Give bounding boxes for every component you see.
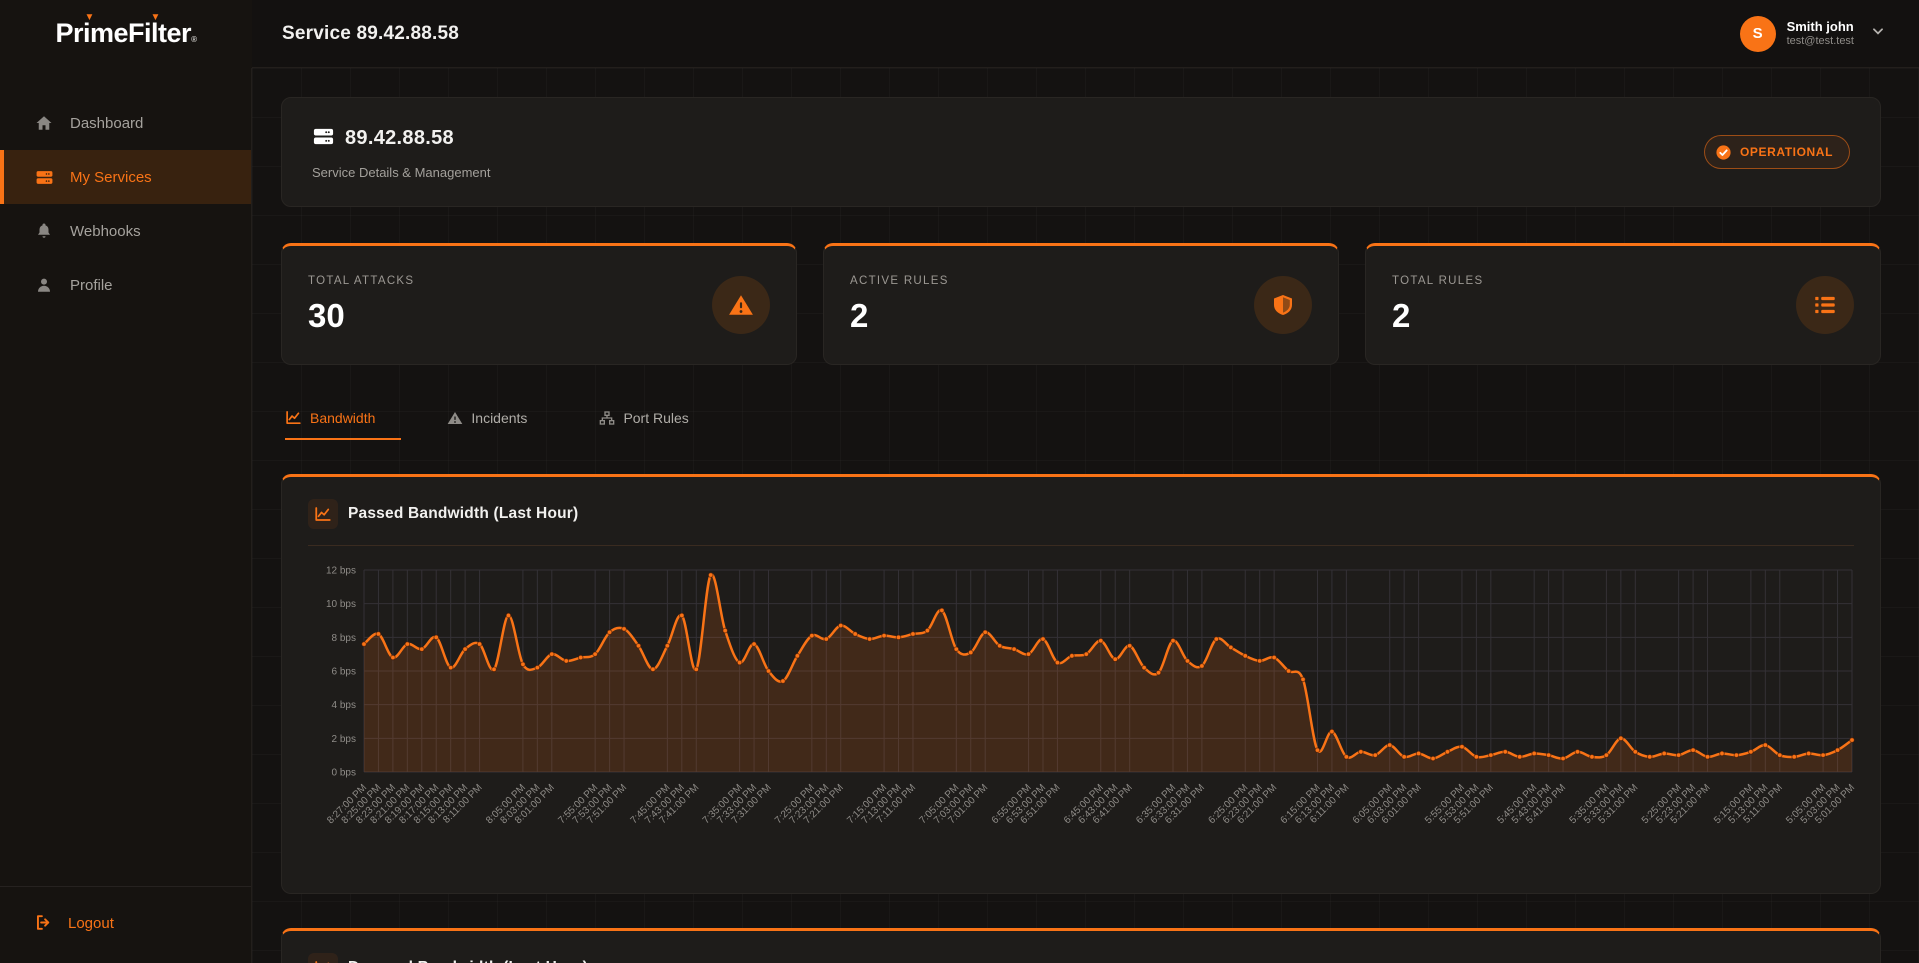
logo-area: PrimeFilter® ▼ ▼ — [0, 0, 252, 68]
status-label: OPERATIONAL — [1739, 145, 1833, 159]
divider — [308, 545, 1854, 546]
stat-value: 30 — [308, 297, 345, 334]
tab-label: Bandwidth — [310, 409, 376, 426]
warning-triangle-icon — [712, 276, 770, 334]
tab-incidents[interactable]: Incidents — [447, 409, 553, 440]
service-header-card: 89.42.88.58 Service Details & Management… — [281, 97, 1881, 207]
avatar: S — [1739, 15, 1776, 52]
svg-text:8 bps: 8 bps — [332, 633, 356, 644]
stat-label: TOTAL RULES — [1392, 275, 1484, 287]
chart-line-icon — [285, 409, 302, 426]
sidebar-item-dashboard[interactable]: Dashboard — [0, 96, 251, 150]
warning-triangle-icon — [447, 410, 463, 426]
stat-card-total-rules: TOTAL RULES 2 — [1365, 243, 1881, 365]
tab-label: Incidents — [471, 409, 528, 426]
user-email: test@test.test — [1786, 34, 1854, 47]
service-ip: 89.42.88.58 — [345, 127, 454, 149]
sidebar-item-my-services[interactable]: My Services — [0, 150, 251, 204]
stat-card-total-attacks: TOTAL ATTACKS 30 — [281, 243, 797, 365]
sidebar-item-label: Profile — [70, 276, 113, 294]
logo-accent-icon: ▼ — [150, 12, 161, 23]
stat-label: ACTIVE RULES — [850, 275, 949, 287]
stat-value: 2 — [1392, 297, 1411, 334]
tab-label: Port Rules — [623, 409, 689, 426]
svg-text:10 bps: 10 bps — [326, 599, 356, 610]
svg-text:6 bps: 6 bps — [332, 667, 356, 678]
status-badge: OPERATIONAL — [1703, 135, 1850, 169]
dropped-bandwidth-card: Dropped Bandwidth (Last Hour) — [281, 928, 1881, 963]
brand-registered: ® — [191, 35, 197, 44]
svg-text:12 bps: 12 bps — [326, 566, 356, 577]
stat-value: 2 — [850, 297, 869, 334]
tab-bandwidth[interactable]: Bandwidth — [285, 409, 402, 440]
tab-port-rules[interactable]: Port Rules — [599, 409, 714, 440]
svg-text:2 bps: 2 bps — [332, 734, 356, 745]
server-icon — [34, 167, 54, 187]
user-icon — [34, 275, 54, 295]
passed-bandwidth-chart: 8:27:00 PM 8:25:00 PM 8:23:00 PM 8:21:00 PM… — [308, 558, 1857, 875]
brand-logo: PrimeFilter® ▼ ▼ — [55, 12, 198, 49]
svg-text:4 bps: 4 bps — [332, 700, 356, 711]
shield-icon — [1254, 276, 1312, 334]
logout-button[interactable]: Logout — [34, 913, 251, 933]
logo-accent-icon: ▼ — [84, 12, 95, 23]
bell-icon — [34, 221, 54, 241]
stats-row: TOTAL ATTACKS 30 ACTIVE RULES 2 TOTAL RU… — [281, 243, 1881, 365]
page-title: Service 89.42.88.58 — [282, 22, 460, 44]
topbar: PrimeFilter® ▼ ▼ Service 89.42.88.58 S S… — [0, 0, 1919, 68]
chart-line-icon — [308, 953, 338, 963]
logout-icon — [34, 913, 54, 933]
logout-label: Logout — [68, 914, 114, 932]
stat-card-active-rules: ACTIVE RULES 2 — [823, 243, 1339, 365]
list-icon — [1796, 276, 1854, 334]
sidebar-item-webhooks[interactable]: Webhooks — [0, 204, 251, 258]
area-chart: 8:27:00 PM8:25:00 PM8:23:00 PM8:21:00 PM… — [325, 566, 1857, 827]
sitemap-icon — [599, 410, 615, 426]
chart-line-icon — [308, 499, 338, 529]
chevron-down-icon[interactable] — [1871, 24, 1885, 43]
passed-bandwidth-card: Passed Bandwidth (Last Hour) 8:27:00 PM 8… — [281, 474, 1881, 894]
tab-bar: Bandwidth Incidents Port Rules — [281, 409, 1881, 440]
home-icon — [34, 113, 54, 133]
brand-logo-text: PrimeFilter — [55, 18, 192, 48]
server-icon — [312, 125, 335, 153]
sidebar-item-label: Dashboard — [70, 114, 144, 132]
chart-title: Dropped Bandwidth (Last Hour) — [348, 959, 588, 963]
user-name: Smith john — [1786, 18, 1854, 34]
chart-title: Passed Bandwidth (Last Hour) — [348, 505, 579, 522]
user-menu[interactable]: S Smith john test@test.test — [1739, 15, 1885, 52]
check-circle-icon — [1715, 144, 1732, 161]
sidebar-item-profile[interactable]: Profile — [0, 258, 251, 312]
main-content: 89.42.88.58 Service Details & Management… — [252, 68, 1919, 963]
stat-label: TOTAL ATTACKS — [308, 275, 415, 287]
service-subtitle: Service Details & Management — [312, 164, 491, 180]
svg-text:0 bps: 0 bps — [332, 768, 356, 779]
sidebar: Dashboard My Services Webhooks Profile — [0, 68, 252, 963]
sidebar-item-label: My Services — [70, 168, 152, 186]
sidebar-item-label: Webhooks — [70, 222, 141, 240]
